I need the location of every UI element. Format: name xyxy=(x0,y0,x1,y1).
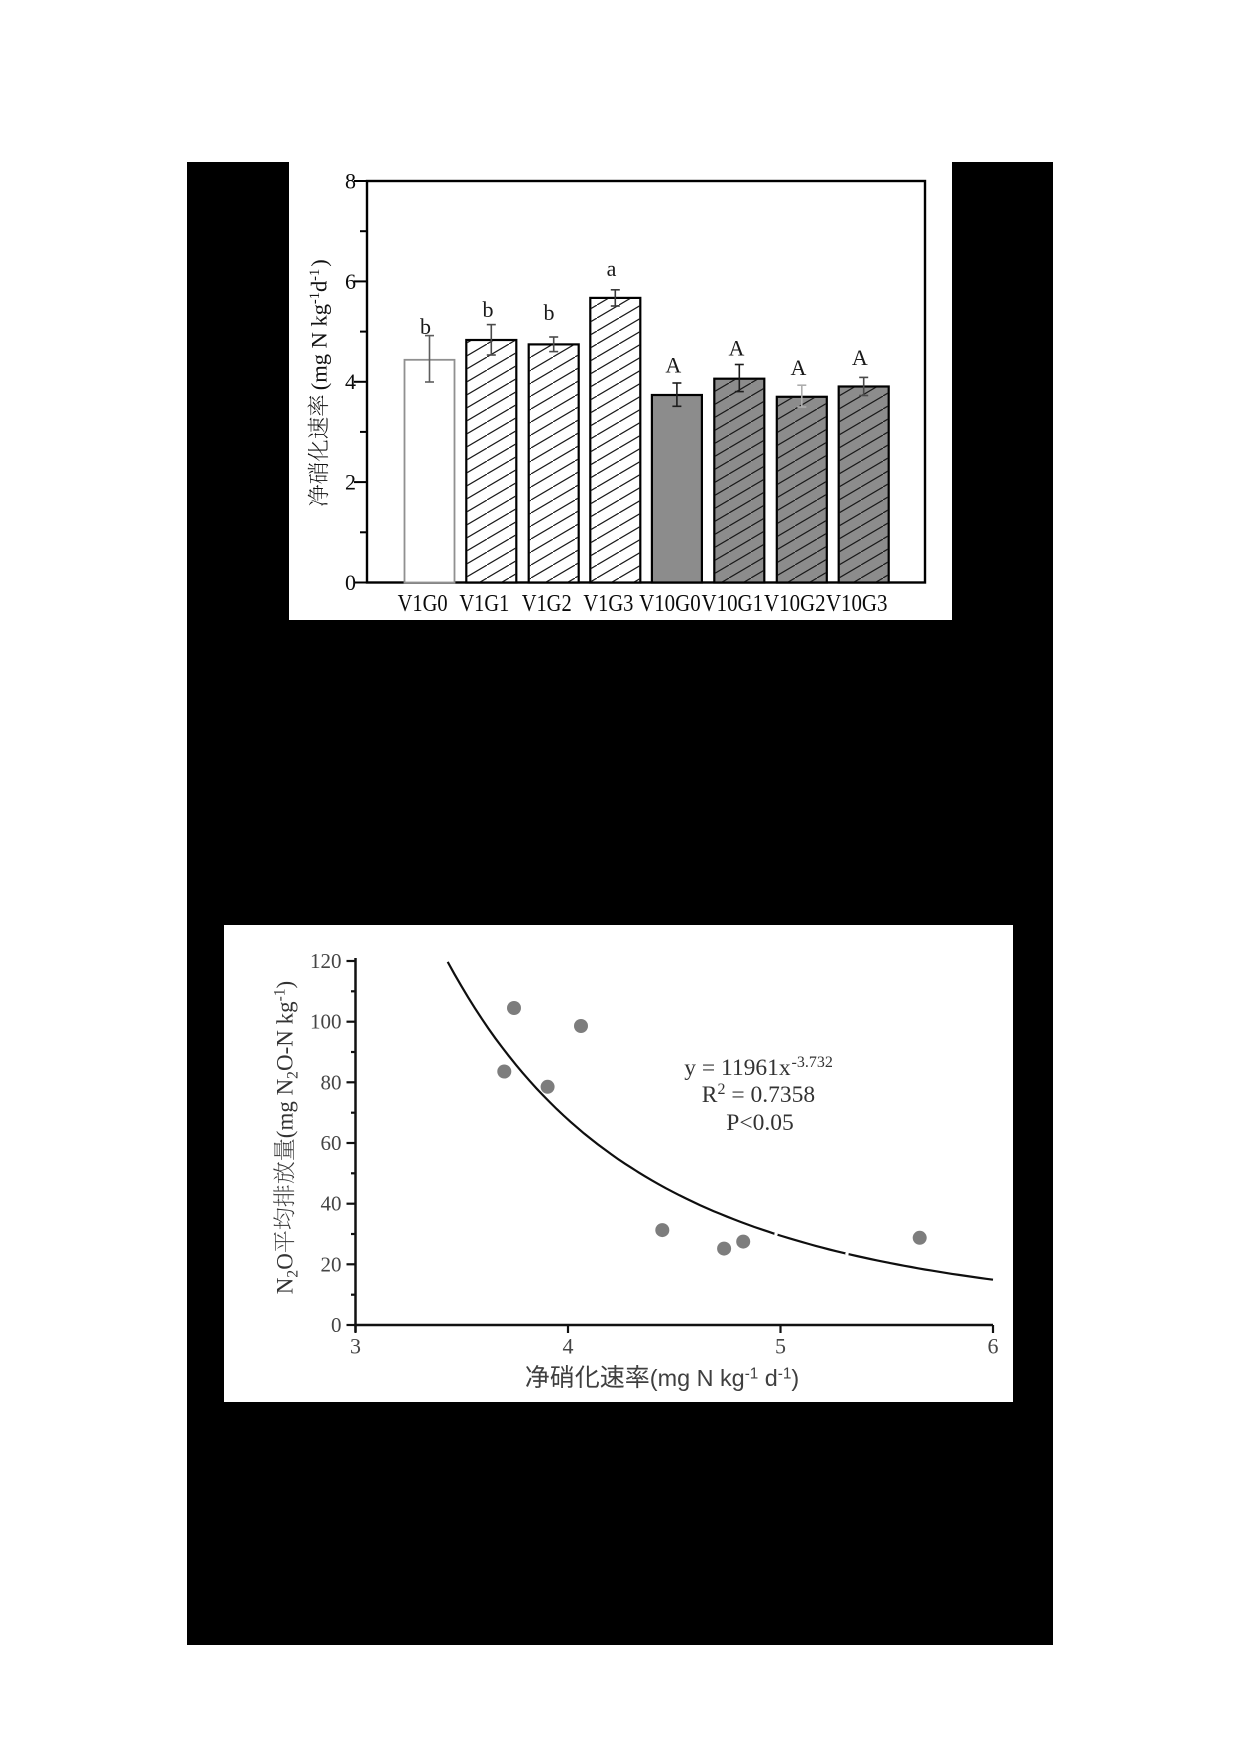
svg-text:80: 80 xyxy=(321,1070,342,1094)
svg-text:d: d xyxy=(307,281,332,292)
svg-text:-1: -1 xyxy=(272,988,289,1001)
svg-text:V1G1: V1G1 xyxy=(459,591,509,617)
svg-text:3: 3 xyxy=(350,1334,361,1359)
svg-text:A: A xyxy=(665,353,681,378)
svg-text:60: 60 xyxy=(321,1131,342,1155)
svg-text:V1G0: V1G0 xyxy=(398,591,448,617)
svg-text:): ) xyxy=(273,981,298,989)
svg-text:V10G3: V10G3 xyxy=(826,591,888,617)
svg-text:A: A xyxy=(728,336,744,361)
svg-text:4: 4 xyxy=(563,1334,574,1359)
svg-text:5: 5 xyxy=(775,1334,786,1359)
svg-text:6: 6 xyxy=(345,269,356,294)
svg-text:-3.732: -3.732 xyxy=(792,1054,833,1071)
svg-text:(mg N kg: (mg N kg xyxy=(650,1365,745,1391)
svg-text:A: A xyxy=(852,345,868,370)
svg-text:-1: -1 xyxy=(745,1366,759,1383)
svg-text:V10G2: V10G2 xyxy=(764,591,826,617)
svg-text:(mg N: (mg N xyxy=(273,1078,298,1138)
svg-text:V10G1: V10G1 xyxy=(702,591,764,617)
svg-text:20: 20 xyxy=(321,1252,342,1276)
svg-text:V1G3: V1G3 xyxy=(583,591,633,617)
svg-text:y = 11961x: y = 11961x xyxy=(684,1055,791,1081)
svg-text:b: b xyxy=(483,297,494,322)
svg-text:120: 120 xyxy=(310,949,342,973)
svg-text:0: 0 xyxy=(331,1313,342,1337)
svg-text:2: 2 xyxy=(345,470,356,495)
svg-text:0: 0 xyxy=(345,570,356,595)
svg-text:2: 2 xyxy=(285,1270,302,1278)
svg-text:b: b xyxy=(420,314,431,339)
svg-text:2: 2 xyxy=(718,1081,726,1098)
svg-text:V10G0: V10G0 xyxy=(639,591,701,617)
svg-text:O-N kg: O-N kg xyxy=(273,1001,298,1071)
svg-text:40: 40 xyxy=(321,1192,342,1216)
svg-text:b: b xyxy=(544,300,555,325)
svg-text:R: R xyxy=(702,1082,718,1108)
svg-text:A: A xyxy=(790,355,806,380)
svg-text:2: 2 xyxy=(285,1071,302,1079)
svg-text:): ) xyxy=(307,259,332,267)
svg-text:8: 8 xyxy=(345,169,356,194)
svg-text:100: 100 xyxy=(310,1010,342,1034)
svg-text:= 0.7358: = 0.7358 xyxy=(731,1082,815,1108)
svg-text:O: O xyxy=(273,1253,298,1270)
svg-text:-1: -1 xyxy=(778,1366,792,1383)
svg-text:4: 4 xyxy=(345,369,356,394)
svg-text:(mg N kg: (mg N kg xyxy=(307,304,332,390)
svg-text:V1G2: V1G2 xyxy=(522,591,572,617)
svg-text:a: a xyxy=(607,256,617,281)
svg-text:6: 6 xyxy=(988,1334,999,1359)
svg-text:): ) xyxy=(791,1365,799,1391)
svg-text:d: d xyxy=(765,1365,778,1391)
svg-text:N: N xyxy=(273,1277,298,1294)
svg-text:-1: -1 xyxy=(307,292,323,304)
svg-text:-1: -1 xyxy=(307,269,323,281)
svg-text:P<0.05: P<0.05 xyxy=(726,1110,793,1136)
